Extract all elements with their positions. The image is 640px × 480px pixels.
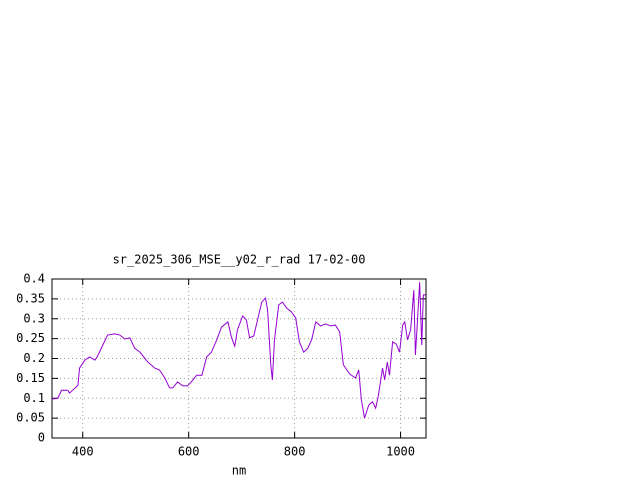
x-tick-label: 1000 [386,445,415,459]
chart-title: sr_2025_306_MSE__y02_r_rad 17-02-00 [113,253,366,267]
y-tick-label: 0.05 [16,411,45,425]
y-tick-label: 0 [38,431,45,445]
y-tick-label: 0.25 [16,331,45,345]
x-tick-label: 600 [178,445,200,459]
y-tick-label: 0.4 [23,272,45,286]
x-axis-label: nm [232,464,246,478]
y-tick-label: 0.3 [23,311,45,325]
data-line [51,282,426,419]
y-tick-label: 0.35 [16,291,45,305]
x-tick-label: 800 [284,445,306,459]
y-tick-label: 0.1 [23,391,45,405]
y-tick-label: 0.15 [16,371,45,385]
y-tick-label: 0.2 [23,351,45,365]
x-tick-label: 400 [72,445,94,459]
plot-border [51,278,427,439]
